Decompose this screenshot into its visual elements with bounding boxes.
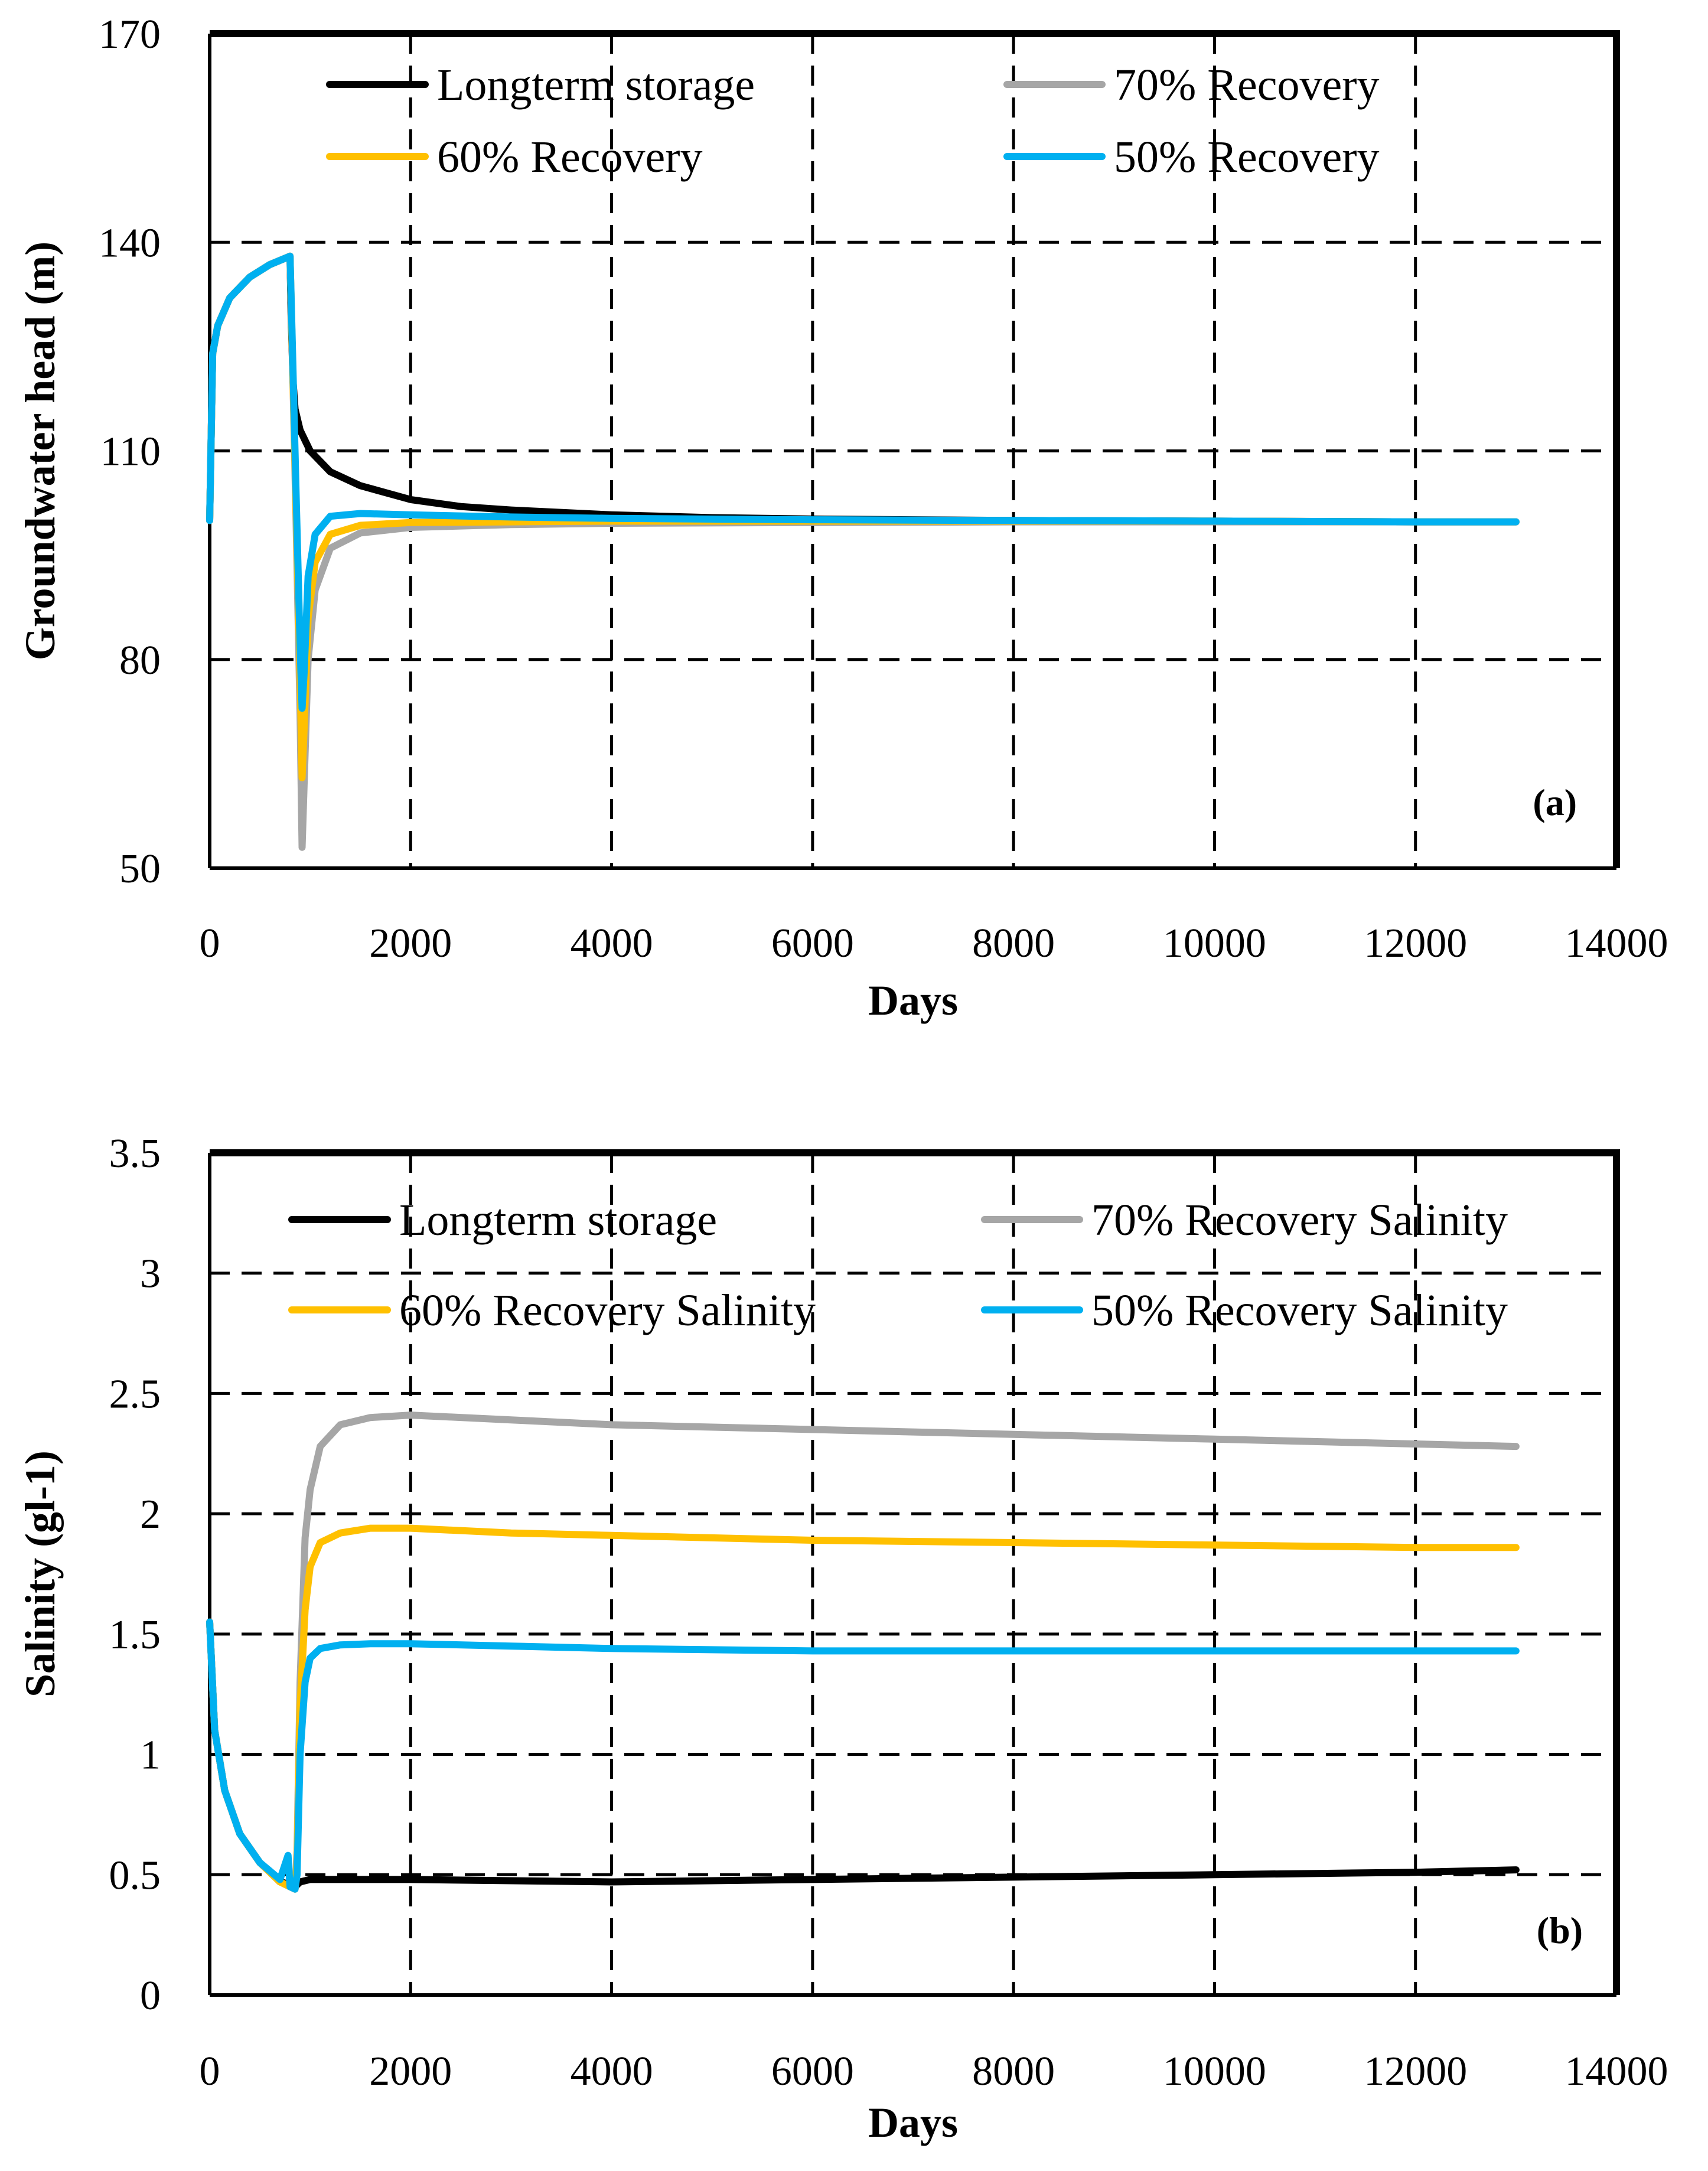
x-tick-label: 12000 — [1364, 921, 1467, 966]
series-line-rec70 — [206, 252, 1520, 851]
y-tick-label: 140 — [99, 220, 161, 266]
x-tick-label: 0 — [200, 2049, 220, 2094]
x-axis-title: Days — [868, 2099, 958, 2146]
series-line-rec60 — [206, 1524, 1520, 1893]
legend-label-rec70: 70% Recovery Salinity — [1091, 1195, 1508, 1245]
x-tick-label: 8000 — [972, 2049, 1055, 2094]
legend-label-rec60: 60% Recovery — [437, 132, 703, 182]
panel-label: (a) — [1533, 781, 1577, 823]
x-tick-label: 0 — [200, 921, 220, 966]
series-line-longterm — [206, 252, 1520, 526]
y-tick-label: 0 — [140, 1973, 161, 2019]
x-tick-label: 4000 — [571, 921, 653, 966]
y-tick-label: 1.5 — [109, 1612, 161, 1658]
x-axis-title: Days — [868, 977, 958, 1024]
x-tick-label: 14000 — [1565, 2049, 1668, 2094]
x-tick-label: 4000 — [571, 2049, 653, 2094]
chart-panel-b: 0 0.5 1 1.5 2 2.5 3 3.5 0 2000 4000 6000 8000 10000 12… — [17, 1131, 1668, 2146]
legend-label-longterm: Longterm storage — [399, 1195, 717, 1245]
x-tick-label: 6000 — [771, 2049, 854, 2094]
y-axis-title: Salinity (gl-1) — [17, 1450, 64, 1697]
y-tick-label: 2.5 — [109, 1371, 161, 1417]
x-tick-label: 2000 — [369, 2049, 452, 2094]
x-tick-label: 10000 — [1163, 2049, 1266, 2094]
chart-panel-a: 50 80 110 140 170 0 2000 4000 6000 8000 10000 12000… — [17, 12, 1668, 1024]
x-tick-label: 2000 — [369, 921, 452, 966]
legend-label-longterm: Longterm storage — [437, 60, 755, 110]
legend-label-rec50: 50% Recovery Salinity — [1091, 1286, 1508, 1335]
y-tick-label: 3.5 — [109, 1131, 161, 1176]
y-tick-label: 80 — [119, 638, 161, 683]
y-tick-label: 3 — [140, 1251, 161, 1297]
y-tick-label: 0.5 — [109, 1853, 161, 1898]
y-axis-title: Groundwater head (m) — [17, 242, 64, 660]
y-tick-label: 110 — [100, 429, 161, 475]
x-tick-label: 10000 — [1163, 921, 1266, 966]
series-line-rec50 — [206, 252, 1520, 712]
x-tick-label: 6000 — [771, 921, 854, 966]
legend-label-rec60: 60% Recovery Salinity — [399, 1286, 816, 1335]
legend-label-rec70: 70% Recovery — [1114, 60, 1380, 110]
x-tick-label: 12000 — [1364, 2049, 1467, 2094]
panel-label: (b) — [1537, 1909, 1583, 1951]
x-tick-label: 8000 — [972, 921, 1055, 966]
y-tick-label: 2 — [140, 1492, 161, 1537]
y-tick-label: 1 — [140, 1733, 161, 1778]
x-tick-label: 14000 — [1565, 921, 1668, 966]
y-tick-label: 170 — [99, 12, 161, 57]
y-tick-label: 50 — [119, 846, 161, 892]
legend-label-rec50: 50% Recovery — [1114, 132, 1380, 182]
series-line-rec50 — [206, 1618, 1520, 1893]
